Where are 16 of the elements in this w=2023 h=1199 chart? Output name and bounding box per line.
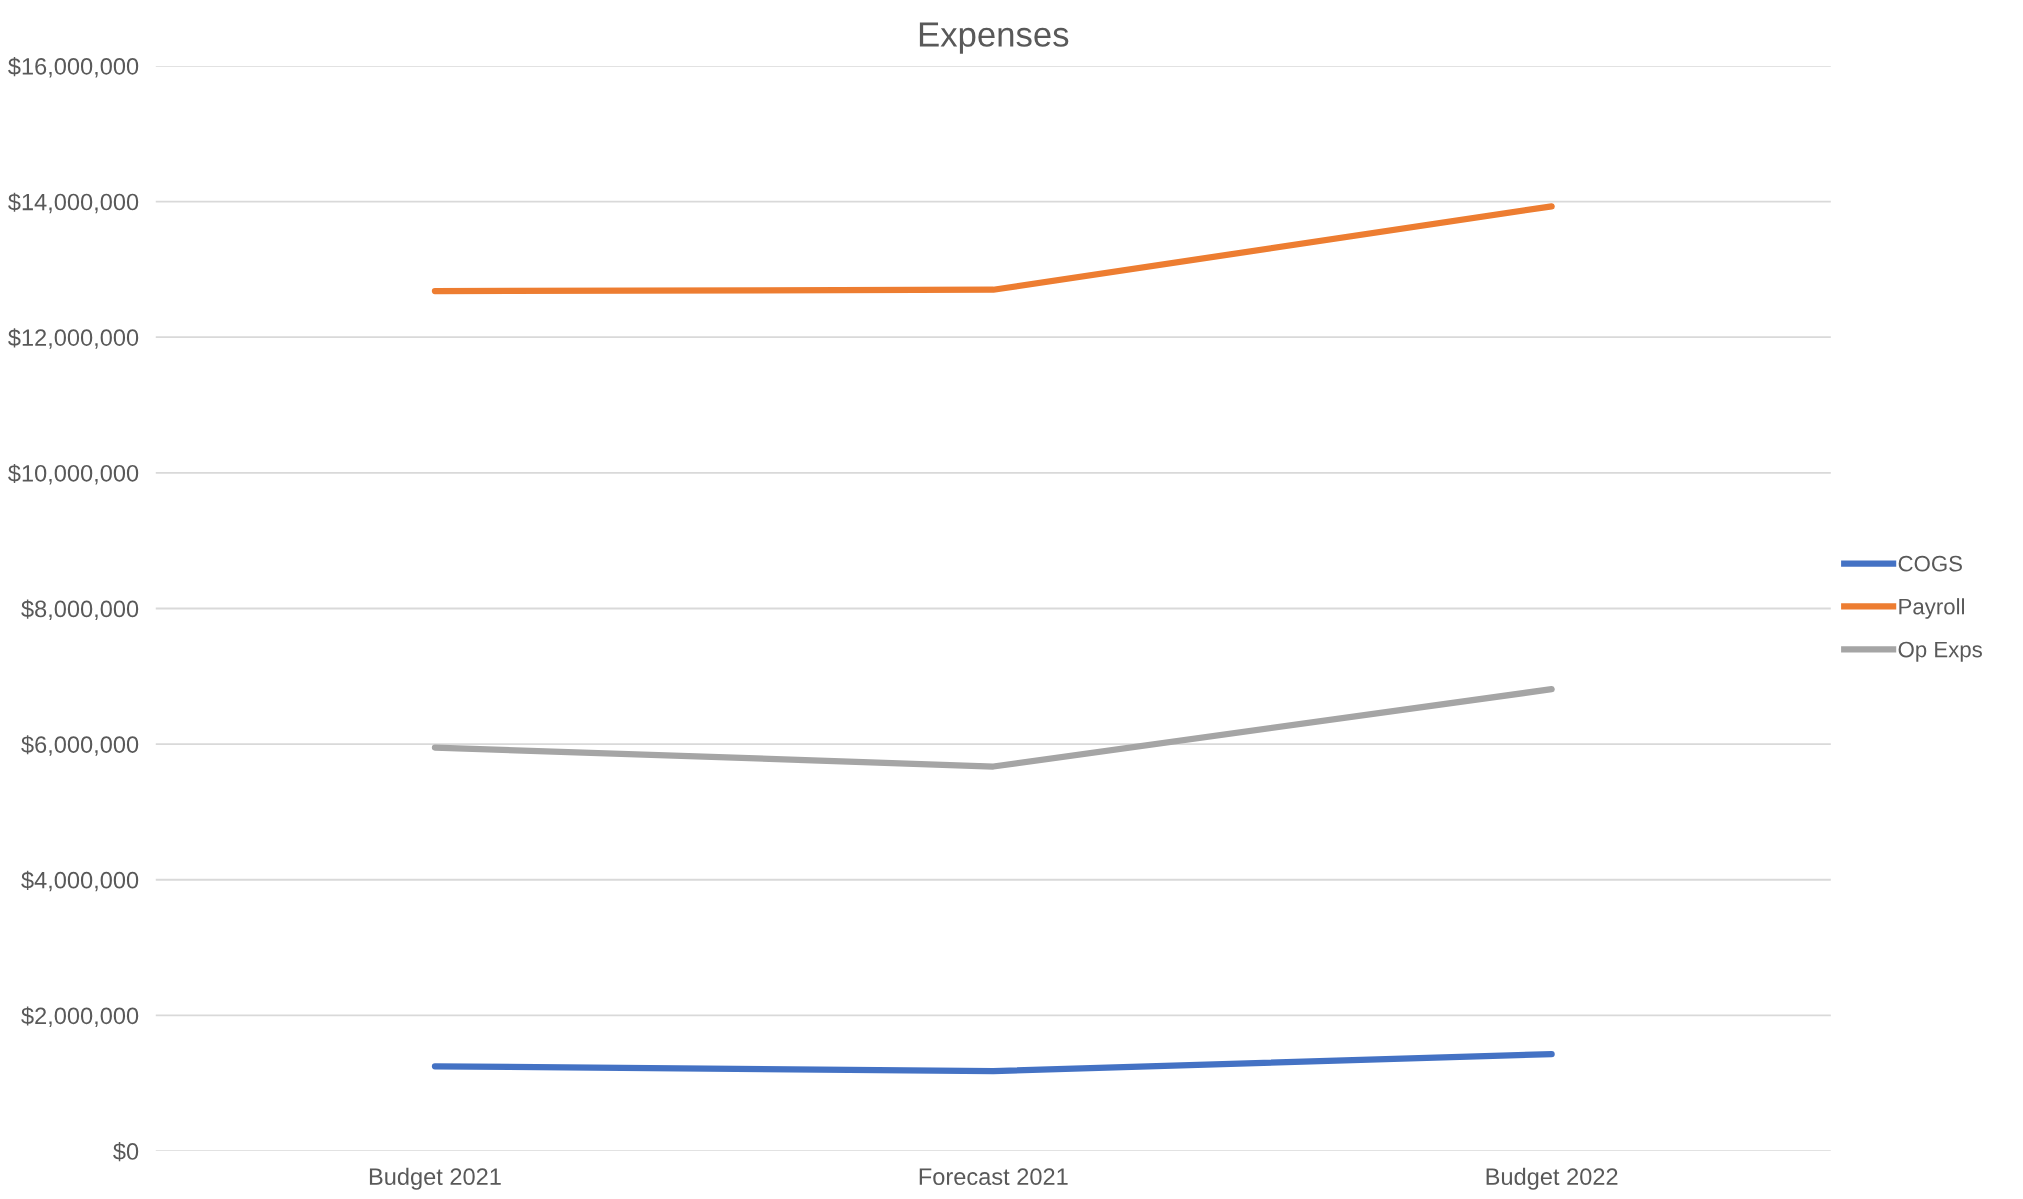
chart-title: Expenses xyxy=(919,22,1069,54)
x-tick-label: Forecast 2021 xyxy=(919,1168,1068,1186)
y-tick-label: $0 xyxy=(113,1142,139,1162)
y-tick-label: $8,000,000 xyxy=(21,599,139,621)
legend-label: Op Exps xyxy=(1898,641,1982,662)
y-tick-label: $2,000,000 xyxy=(21,1006,139,1027)
y-tick-label: $14,000,000 xyxy=(8,192,139,214)
y-tick-label: $10,000,000 xyxy=(8,463,139,485)
y-tick-label: $4,000,000 xyxy=(21,870,139,892)
y-tick-label: $16,000,000 xyxy=(8,57,139,78)
x-tick-label: Budget 2021 xyxy=(369,1167,501,1190)
y-tick-label: $6,000,000 xyxy=(21,735,139,756)
legend-label: COGS xyxy=(1898,555,1962,572)
y-tick-label: $12,000,000 xyxy=(8,328,139,349)
x-tick-label: Budget 2022 xyxy=(1486,1167,1618,1190)
legend-label: Payroll xyxy=(1899,598,1964,619)
